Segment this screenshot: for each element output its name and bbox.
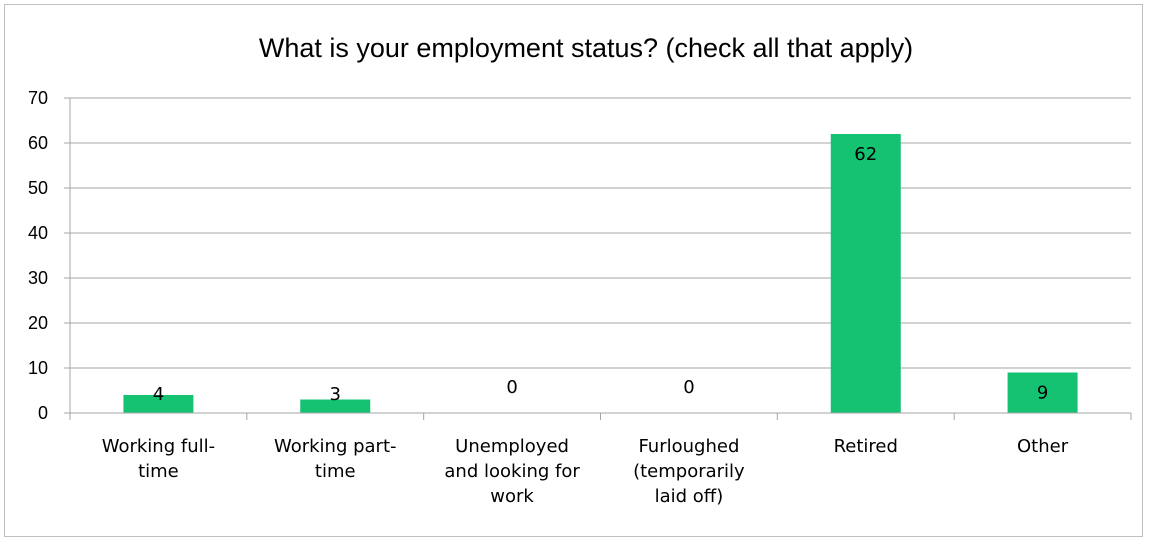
data-labels: 4 3 0 0 62 9 xyxy=(153,144,1049,405)
bar xyxy=(830,134,901,413)
category-label: Working part- xyxy=(274,436,397,457)
category-label: (temporarily xyxy=(633,461,745,482)
category-label: Furloughed xyxy=(638,436,739,457)
category-label: Retired xyxy=(834,436,898,457)
data-label: 0 xyxy=(506,377,517,398)
chart-title: What is your employment status? (check a… xyxy=(259,33,913,63)
y-tick-label: 20 xyxy=(28,313,48,333)
category-label: Unemployed xyxy=(455,436,569,457)
axes xyxy=(69,98,1132,420)
y-tick-label: 60 xyxy=(28,133,48,153)
chart-frame xyxy=(4,4,1143,537)
y-tick-label: 70 xyxy=(28,88,48,108)
y-tick-label: 30 xyxy=(28,268,48,288)
bar xyxy=(300,399,371,413)
category-label: work xyxy=(490,486,534,507)
y-tick-label: 50 xyxy=(28,178,48,198)
y-tick-label: 0 xyxy=(38,403,48,423)
category-label: time xyxy=(315,461,356,482)
category-label: time xyxy=(138,461,179,482)
gridlines xyxy=(70,97,1131,369)
category-labels: Working full-time Working part-time Unempl… xyxy=(102,436,1069,507)
y-tick-label: 40 xyxy=(28,223,48,243)
data-label: 62 xyxy=(854,144,877,165)
y-tick-label: 10 xyxy=(28,358,48,378)
category-label: Other xyxy=(1017,436,1069,457)
data-label: 4 xyxy=(153,384,164,405)
bar xyxy=(1007,372,1078,413)
category-label: Working full- xyxy=(102,436,215,457)
data-label: 0 xyxy=(683,377,694,398)
category-label: and looking for xyxy=(444,461,580,482)
bars xyxy=(123,134,1078,413)
data-label: 3 xyxy=(330,384,341,405)
category-label: laid off) xyxy=(655,486,724,507)
data-label: 9 xyxy=(1037,383,1048,404)
bar xyxy=(123,395,194,413)
y-axis-ticks: 0 10 20 30 40 50 60 70 xyxy=(28,88,70,423)
